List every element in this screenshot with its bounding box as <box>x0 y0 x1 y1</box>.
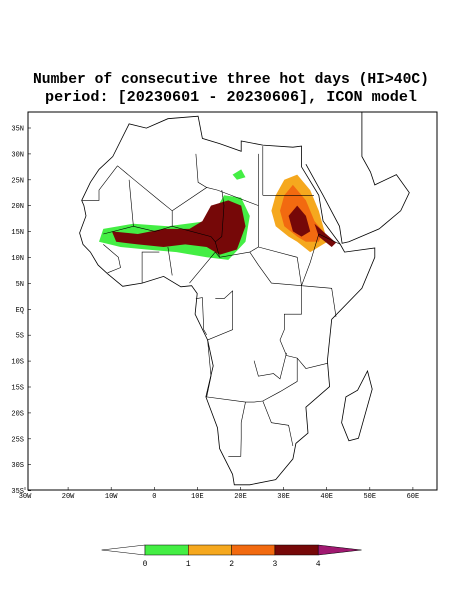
lat-label: 35N <box>11 126 24 134</box>
lon-label: 20E <box>234 493 247 501</box>
country-border <box>214 190 259 258</box>
colorbar-segment <box>188 544 232 556</box>
country-border <box>206 290 298 403</box>
country-border <box>81 165 118 201</box>
coastline <box>305 112 410 244</box>
lon-label: 30W <box>19 493 32 501</box>
hot-day-region <box>288 205 311 237</box>
country-border <box>133 210 173 232</box>
lon-label: 60E <box>407 493 420 501</box>
lon-label: 10W <box>105 493 118 501</box>
country-border <box>228 402 246 457</box>
lat-label: 10N <box>11 255 24 263</box>
hot-day-region <box>111 200 246 255</box>
coastline <box>79 115 376 486</box>
lat-label: 30S <box>11 462 24 470</box>
lat-label: 25S <box>11 436 24 444</box>
country-border <box>253 352 287 380</box>
hot-day-region <box>232 169 246 180</box>
lon-label: 20W <box>62 493 75 501</box>
colorbar-segment <box>274 544 319 556</box>
lon-label: 0 <box>152 493 156 501</box>
colorbar-label: 0 <box>143 560 148 569</box>
lat-label: 10S <box>11 359 24 367</box>
subtitle-line: period: [20230601 - 20230606], ICON mode… <box>45 90 417 106</box>
lat-label: 20N <box>11 203 24 211</box>
country-border <box>262 400 294 447</box>
map-frame <box>27 111 438 491</box>
country-border <box>172 226 216 242</box>
colorbar: 0 1 2 3 4 <box>101 544 362 569</box>
country-border <box>167 246 173 276</box>
lon-label: 30E <box>277 493 290 501</box>
colorbar-label: 2 <box>229 560 234 569</box>
country-border <box>103 244 121 274</box>
lat-label: 20S <box>11 410 24 418</box>
country-border <box>195 153 207 188</box>
colorbar-segment <box>144 544 189 556</box>
lon-label: 50E <box>363 493 376 501</box>
hot-day-region <box>314 223 336 247</box>
country-border <box>117 153 259 212</box>
lat-label: EQ <box>16 307 24 315</box>
coastline <box>341 369 373 442</box>
lat-label: 5N <box>16 281 24 289</box>
lon-label: 10E <box>191 493 204 501</box>
lat-label: 35S <box>11 488 24 496</box>
lat-label: 30N <box>11 151 24 159</box>
lat-label: 25N <box>11 177 24 185</box>
lat-label: 15S <box>11 385 24 393</box>
country-border <box>279 285 328 369</box>
lon-label: 40E <box>320 493 333 501</box>
lat-label: 5S <box>16 333 24 341</box>
map <box>79 112 410 486</box>
colorbar-label: 1 <box>186 560 191 569</box>
country-border <box>141 251 160 284</box>
colorbar-segment <box>231 544 276 556</box>
country-border <box>195 297 207 336</box>
country-border <box>189 251 220 284</box>
colorbar-segment <box>317 544 362 556</box>
colorbar-label: 4 <box>316 560 321 569</box>
lat-label: 15N <box>11 229 24 237</box>
colorbar-label: 3 <box>272 560 277 569</box>
title-line: Number of consecutive three hot days (HI… <box>33 72 429 88</box>
